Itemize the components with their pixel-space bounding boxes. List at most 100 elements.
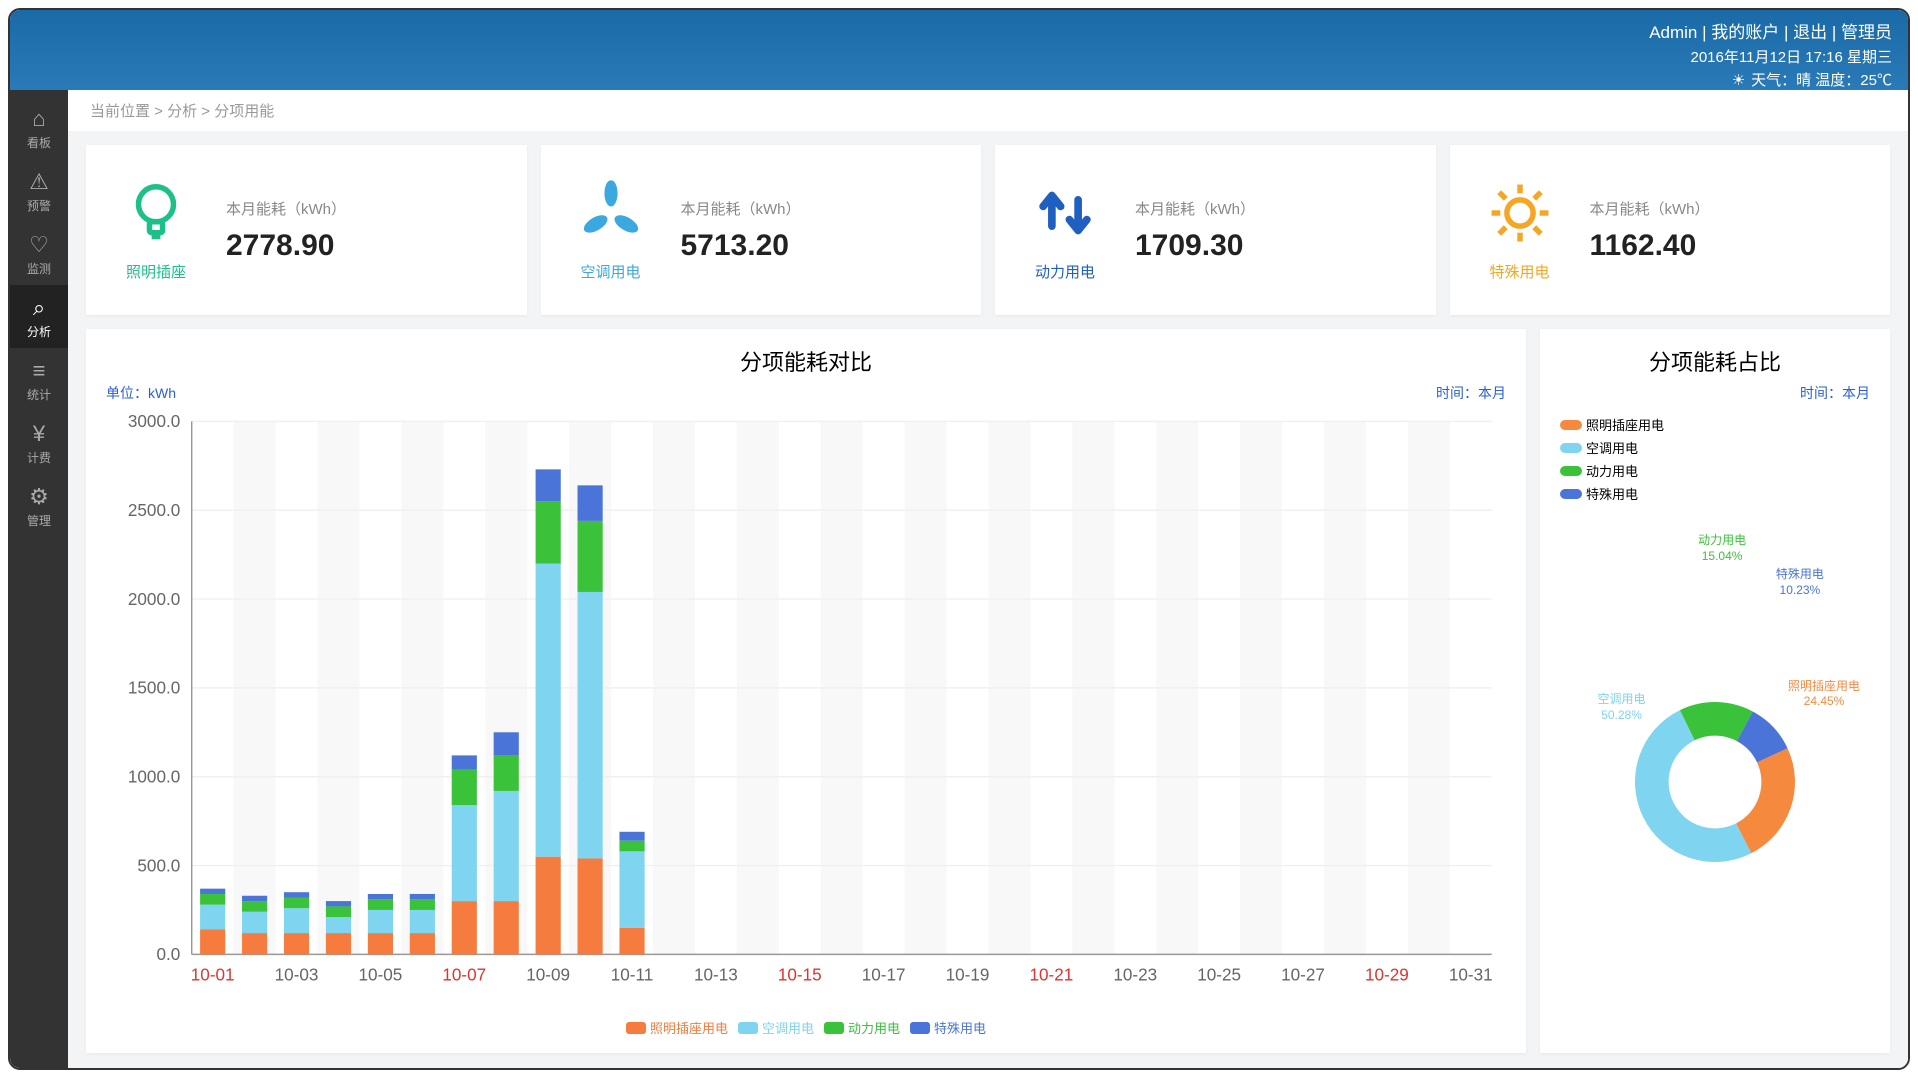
sun-icon xyxy=(1732,71,1745,89)
sidebar-label: 预警 xyxy=(27,199,51,213)
bar-chart-panel: 分项能耗对比 单位：kWh 时间：本月 0.0500.01000.01500.0… xyxy=(86,329,1526,1053)
logout-link[interactable]: 退出 xyxy=(1793,23,1827,42)
legend-swatch xyxy=(1560,420,1582,430)
svg-text:1500.0: 1500.0 xyxy=(128,678,180,698)
card-heading: 本月能耗（kWh） xyxy=(681,198,962,219)
sidebar-label: 统计 xyxy=(27,388,51,402)
header: Admin | 我的账户 | 退出 | 管理员 2016年11月12日 17:1… xyxy=(10,10,1908,90)
card-body: 本月能耗（kWh）1162.40 xyxy=(1570,198,1871,263)
legend-label: 空调用电 xyxy=(1586,438,1638,457)
card-name: 特殊用电 xyxy=(1470,261,1570,282)
sidebar-label: 计费 xyxy=(27,451,51,465)
svg-text:3000.0: 3000.0 xyxy=(128,411,180,431)
bar-chart-legend: 照明插座用电 空调用电 动力用电特殊用电 xyxy=(106,1018,1506,1037)
account-link[interactable]: 我的账户 xyxy=(1711,23,1779,42)
sidebar-item-6[interactable]: ⚙管理 xyxy=(10,474,68,537)
card-2[interactable]: 动力用电 本月能耗（kWh） 1709.30 xyxy=(995,145,1436,315)
legend-label: 动力用电 xyxy=(1586,461,1638,480)
svg-text:2000.0: 2000.0 xyxy=(128,589,180,609)
card-heading: 本月能耗（kWh） xyxy=(1135,198,1416,219)
legend-item[interactable]: 特殊用电 xyxy=(910,1018,986,1037)
legend-item[interactable]: 照明插座用电 xyxy=(1560,415,1870,434)
legend-item[interactable]: 照明插座用电 xyxy=(626,1018,728,1037)
sidebar-item-5[interactable]: ¥ 计费 xyxy=(10,411,68,474)
sidebar-icon: ⌂ xyxy=(10,106,68,132)
svg-text:10-29: 10-29 xyxy=(1365,964,1409,984)
pie-slice-label: 特殊用电10.23% xyxy=(1755,567,1845,598)
card-1[interactable]: 空调用电 本月能耗（kWh） 5713.20 xyxy=(541,145,982,315)
bar-unit-label: 单位：kWh xyxy=(106,383,176,403)
sidebar-label: 看板 xyxy=(27,136,51,150)
card-0[interactable]: 照明插座本月能耗（kWh）2778.90 xyxy=(86,145,527,315)
card-icon: 特殊用电 xyxy=(1470,178,1570,282)
sidebar-icon: ≡ xyxy=(10,358,68,384)
header-datetime: 2016年11月12日 17:16 星期三 xyxy=(1691,46,1893,67)
sidebar-label: 分析 xyxy=(27,325,51,339)
sidebar-label: 监测 xyxy=(27,262,51,276)
svg-text:500.0: 500.0 xyxy=(137,855,180,875)
bar-chart-title: 分项能耗对比 xyxy=(106,345,1506,377)
card-value: 1709.30 xyxy=(1135,229,1416,263)
svg-text:10-13: 10-13 xyxy=(694,964,738,984)
legend-swatch xyxy=(910,1022,930,1034)
legend-swatch xyxy=(626,1022,646,1034)
sidebar-item-0[interactable]: ⌂ 看板 xyxy=(10,96,68,159)
card-value: 5713.20 xyxy=(681,229,962,263)
pie-chart: 照明插座用电24.45%空调用电50.28%动力用电15.04%特殊用电10.2… xyxy=(1585,527,1845,1037)
svg-text:10-23: 10-23 xyxy=(1113,964,1157,984)
legend-item[interactable]: 空调用电 xyxy=(1560,438,1870,457)
svg-text:2500.0: 2500.0 xyxy=(128,500,180,520)
card-body: 本月能耗（kWh） 1709.30 xyxy=(1115,198,1416,263)
pie-time-label: 时间：本月 xyxy=(1560,383,1870,403)
card-icon: 动力用电 xyxy=(1015,178,1115,282)
svg-text:10-19: 10-19 xyxy=(946,964,990,984)
legend-item[interactable]: 空调用电 xyxy=(738,1018,814,1037)
header-user: Admin xyxy=(1649,23,1697,42)
sidebar: ⌂ 看板 ⚠预警♡监测 ⌕ 分析 ≡ 统计 ¥ 计费 ⚙管理 xyxy=(10,90,68,1070)
card-value: 1162.40 xyxy=(1590,229,1871,263)
svg-text:10-31: 10-31 xyxy=(1449,964,1493,984)
role-link[interactable]: 管理员 xyxy=(1841,23,1892,42)
legend-swatch xyxy=(1560,466,1582,476)
sidebar-item-3[interactable]: ⌕ 分析 xyxy=(10,285,68,348)
pie-slice-label: 空调用电50.28% xyxy=(1577,692,1667,723)
card-heading: 本月能耗（kWh） xyxy=(226,198,507,219)
sidebar-item-1[interactable]: ⚠预警 xyxy=(10,159,68,222)
sidebar-icon: ¥ xyxy=(10,421,68,447)
card-3[interactable]: 特殊用电本月能耗（kWh）1162.40 xyxy=(1450,145,1891,315)
svg-text:10-17: 10-17 xyxy=(862,964,906,984)
legend-label: 空调用电 xyxy=(762,1018,814,1037)
legend-label: 特殊用电 xyxy=(1586,484,1638,503)
legend-item[interactable]: 动力用电 xyxy=(824,1018,900,1037)
legend-item[interactable]: 动力用电 xyxy=(1560,461,1870,480)
legend-item[interactable]: 特殊用电 xyxy=(1560,484,1870,503)
svg-text:10-27: 10-27 xyxy=(1281,964,1325,984)
sidebar-item-2[interactable]: ♡监测 xyxy=(10,222,68,285)
svg-text:10-09: 10-09 xyxy=(526,964,570,984)
pie-chart-legend: 照明插座用电空调用电动力用电特殊用电 xyxy=(1560,411,1870,507)
svg-text:10-05: 10-05 xyxy=(359,964,403,984)
header-user-row: Admin | 我的账户 | 退出 | 管理员 xyxy=(1649,18,1892,43)
legend-swatch xyxy=(1560,489,1582,499)
card-body: 本月能耗（kWh）2778.90 xyxy=(206,198,507,263)
svg-text:10-01: 10-01 xyxy=(191,964,235,984)
card-icon: 空调用电 xyxy=(561,178,661,282)
pie-chart-title: 分项能耗占比 xyxy=(1560,345,1870,377)
card-name: 动力用电 xyxy=(1015,261,1115,282)
pie-slice-label: 动力用电15.04% xyxy=(1677,533,1767,564)
svg-text:1000.0: 1000.0 xyxy=(128,766,180,786)
legend-label: 照明插座用电 xyxy=(1586,415,1664,434)
header-weather: 天气：晴 温度：25℃ xyxy=(1751,69,1892,90)
cards-row: 照明插座本月能耗（kWh）2778.90 空调用电 本月能耗（kWh） 5713.20… xyxy=(68,131,1908,315)
content: 当前位置 > 分析 > 分项用能 照明插座本月能耗（kWh）2778.90空调用… xyxy=(68,90,1908,1070)
card-name: 空调用电 xyxy=(561,261,661,282)
card-icon: 照明插座 xyxy=(106,178,206,282)
sidebar-icon: ⌕ xyxy=(10,295,68,321)
legend-label: 动力用电 xyxy=(848,1018,900,1037)
legend-swatch xyxy=(824,1022,844,1034)
svg-text:0.0: 0.0 xyxy=(156,944,180,964)
card-body: 本月能耗（kWh） 5713.20 xyxy=(661,198,962,263)
sidebar-label: 管理 xyxy=(27,514,51,528)
sidebar-item-4[interactable]: ≡ 统计 xyxy=(10,348,68,411)
legend-swatch xyxy=(1560,443,1582,453)
